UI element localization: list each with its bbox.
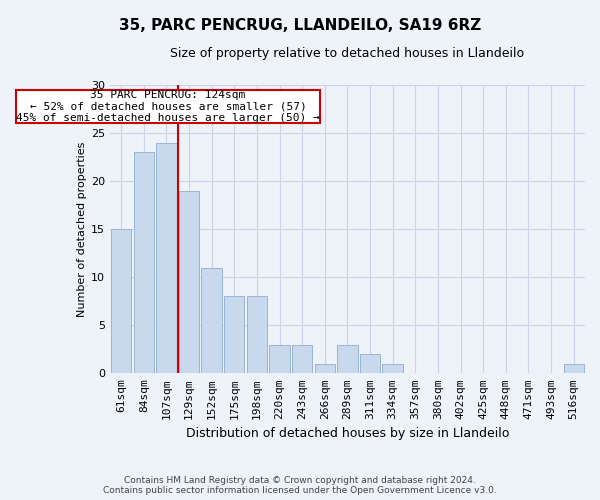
Bar [382,364,403,374]
Bar [360,354,380,374]
Bar [292,344,313,374]
Bar [134,152,154,374]
Text: 35, PARC PENCRUG, LLANDEILO, SA19 6RZ: 35, PARC PENCRUG, LLANDEILO, SA19 6RZ [119,18,481,32]
Bar [202,268,222,374]
Bar [563,364,584,374]
X-axis label: Distribution of detached houses by size in Llandeilo: Distribution of detached houses by size … [186,427,509,440]
Bar [314,364,335,374]
Bar [337,344,358,374]
Bar [224,296,244,374]
Bar [156,143,176,374]
Bar [247,296,267,374]
Bar [111,230,131,374]
Text: 35 PARC PENCRUG: 124sqm
← 52% of detached houses are smaller (57)
45% of semi-de: 35 PARC PENCRUG: 124sqm ← 52% of detache… [16,90,320,123]
Text: Contains HM Land Registry data © Crown copyright and database right 2024.
Contai: Contains HM Land Registry data © Crown c… [103,476,497,495]
Y-axis label: Number of detached properties: Number of detached properties [77,142,87,317]
Bar [269,344,290,374]
Title: Size of property relative to detached houses in Llandeilo: Size of property relative to detached ho… [170,48,524,60]
Bar [179,191,199,374]
